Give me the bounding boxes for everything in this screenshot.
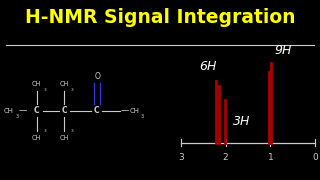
Text: C: C — [61, 106, 67, 115]
Text: C: C — [34, 106, 40, 115]
Text: CH: CH — [130, 108, 140, 114]
Text: CH: CH — [59, 81, 69, 87]
Text: —: — — [19, 106, 27, 115]
Text: 3: 3 — [71, 129, 74, 133]
Text: CH: CH — [32, 81, 42, 87]
Text: 1: 1 — [268, 153, 273, 162]
Text: 6H: 6H — [199, 60, 216, 73]
Text: 0: 0 — [312, 153, 318, 162]
Text: C: C — [93, 106, 99, 115]
Text: 3: 3 — [71, 88, 74, 92]
Text: CH: CH — [4, 108, 14, 114]
Text: 9H: 9H — [275, 44, 292, 57]
Text: 3: 3 — [140, 114, 143, 119]
Text: —: — — [120, 106, 129, 115]
Text: 2: 2 — [223, 153, 228, 162]
Text: O: O — [95, 72, 100, 81]
Text: CH: CH — [59, 135, 69, 141]
Text: H-NMR Signal Integration: H-NMR Signal Integration — [25, 8, 295, 27]
Text: CH: CH — [32, 135, 42, 141]
Text: 3: 3 — [15, 114, 19, 119]
Text: 3: 3 — [44, 88, 46, 92]
Text: 3H: 3H — [233, 115, 250, 128]
Text: 3: 3 — [44, 129, 46, 133]
Text: 3: 3 — [178, 153, 184, 162]
